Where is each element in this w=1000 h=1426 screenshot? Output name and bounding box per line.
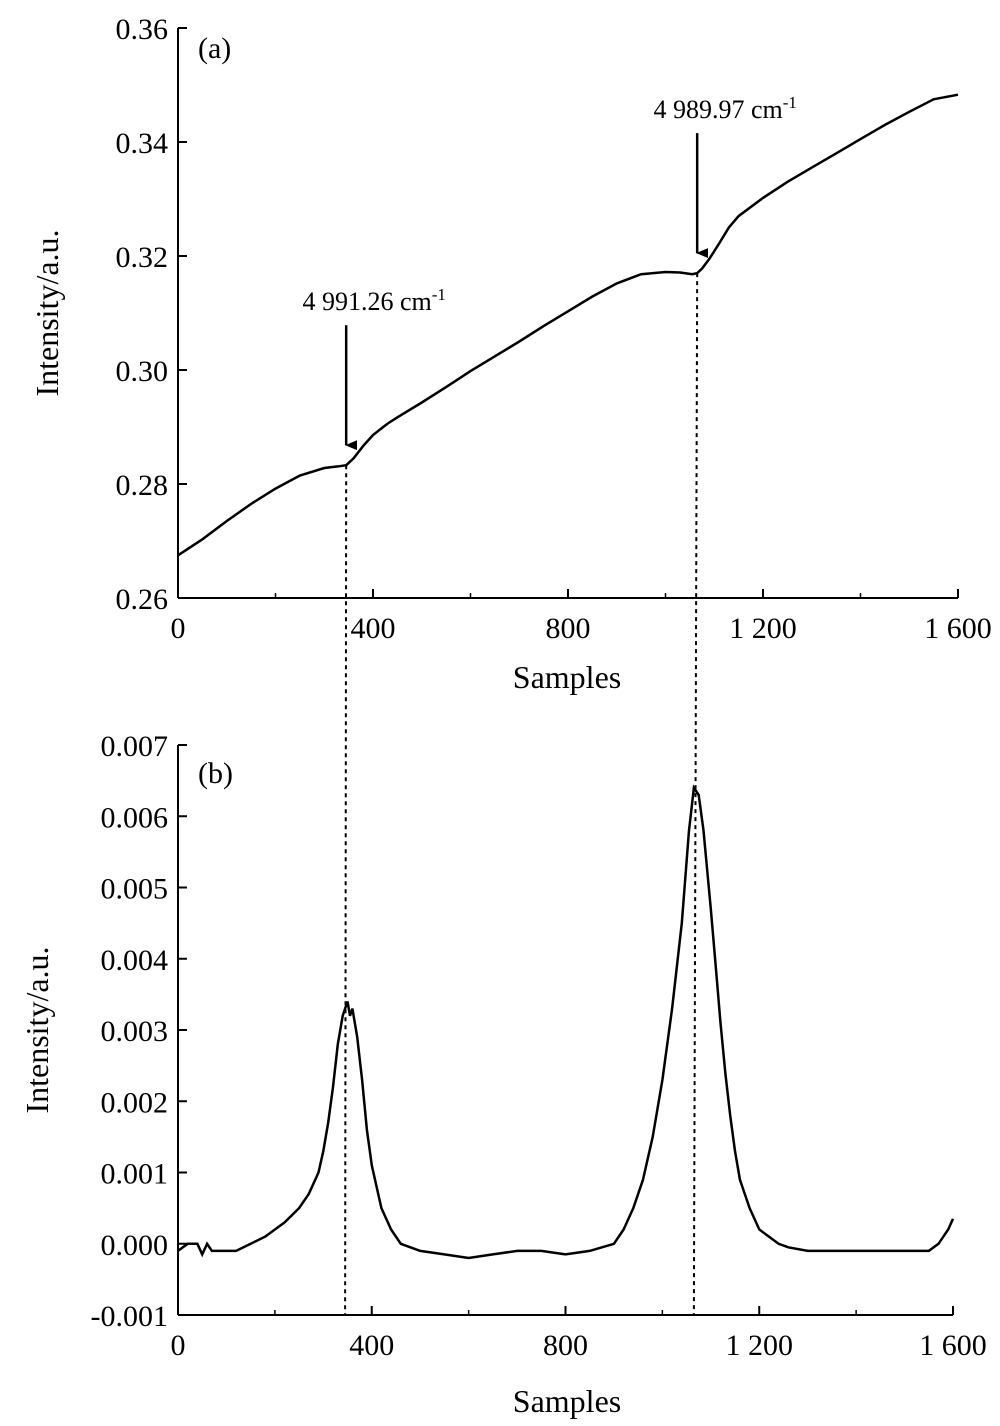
y-tick-label: -0.001 <box>91 1300 169 1333</box>
chart-panel-b: 0 400 800 1 200 1 600 -0.001 0.000 0.001 0.002 0… <box>19 730 987 1419</box>
y-tick-label: 0.003 <box>101 1015 169 1048</box>
y-tick-label: 0.007 <box>101 730 169 763</box>
x-tick-label: 400 <box>351 612 396 645</box>
y-tick-label: 0.26 <box>116 583 169 616</box>
guide-line-1 <box>344 465 348 1316</box>
x-tick-label: 1 600 <box>924 612 992 645</box>
y-tick-label: 0.004 <box>101 944 169 977</box>
x-ticks-b: 0 400 800 1 200 1 600 <box>171 1306 987 1362</box>
x-tick-label: 1 600 <box>919 1329 987 1362</box>
y-ticks-a: 0.26 0.28 0.30 0.32 0.34 0.36 <box>116 13 187 616</box>
x-axis-title-b: Samples <box>513 1383 621 1419</box>
guide-line-2 <box>692 273 699 1316</box>
chart-panel-a: 0 400 800 1 200 1 600 0.260.280.300.320.340.… <box>29 13 992 695</box>
y-tick-label: 0.32 <box>116 241 169 274</box>
x-tick-label: 0 <box>171 1329 186 1362</box>
annotations-a: 4 991.26 cm-1 4 989.97 cm-1 <box>302 93 797 451</box>
x-tick-label: 1 200 <box>726 1329 794 1362</box>
series-line-b <box>177 784 955 1260</box>
annotation-text-2: 4 989.97 cm <box>653 95 782 124</box>
annotation-label-1: 4 991.26 cm-1 <box>302 285 445 316</box>
y-tick-label: 0.30 <box>116 355 169 388</box>
y-tick-label: 0.005 <box>101 873 169 906</box>
x-tick-label: 800 <box>543 1329 588 1362</box>
series-line-a <box>177 93 959 557</box>
annotation-sup-1: -1 <box>432 285 446 304</box>
x-tick-label: 1 200 <box>729 612 797 645</box>
y-tick-label: 0.28 <box>116 469 169 502</box>
x-tick-label: 0 <box>171 612 186 645</box>
y-tick-label: 0.36 <box>116 13 169 46</box>
annotation-label-2: 4 989.97 cm-1 <box>653 93 796 124</box>
y-ticks-b: -0.001 0.000 0.001 0.002 0.003 0.004 0.005 0.00… <box>91 730 187 1333</box>
annotation-sup-2: -1 <box>783 93 797 112</box>
axes-b <box>177 745 953 1316</box>
x-tick-label: 800 <box>546 612 591 645</box>
x-ticks-a: 0 400 800 1 200 1 600 <box>171 589 992 645</box>
y-tick-label: 0.34 <box>116 127 169 160</box>
annotation-text-1: 4 991.26 cm <box>302 287 431 316</box>
y-tick-label: 0.002 <box>101 1086 169 1119</box>
x-tick-label: 400 <box>349 1329 394 1362</box>
y-tick-label: 0.000 <box>101 1229 169 1262</box>
y-axis-title-b: Intensity/a.u. <box>19 946 55 1113</box>
panel-label-b: (b) <box>198 757 233 790</box>
y-tick-label: 0.006 <box>101 801 169 834</box>
x-axis-title-a: Samples <box>513 659 621 695</box>
panel-label-a: (a) <box>198 32 231 65</box>
axes-a <box>177 28 958 599</box>
y-axis-title-a: Intensity/a.u. <box>29 229 65 396</box>
y-tick-label: 0.001 <box>101 1158 169 1191</box>
